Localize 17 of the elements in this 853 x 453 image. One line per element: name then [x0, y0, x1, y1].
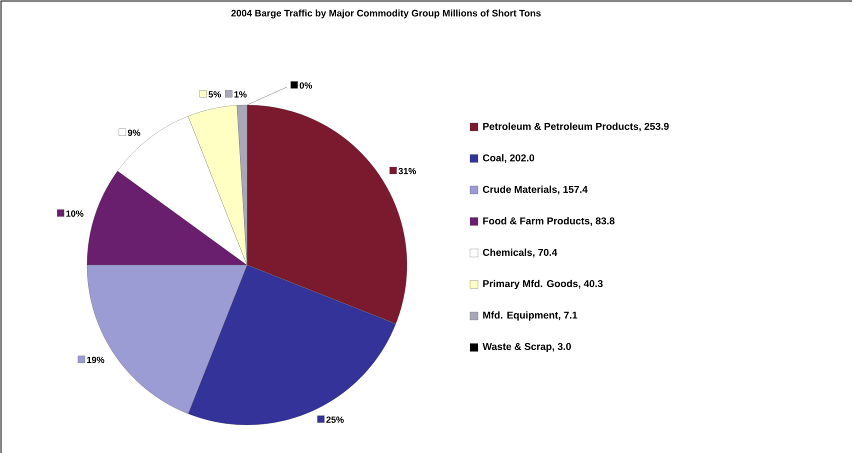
legend-label: Chemicals, 70.4 — [482, 248, 558, 258]
text: 0% — [300, 82, 312, 89]
data-label: 9% — [128, 130, 140, 136]
legend-label: Petroleum & Petroleum Products, 253.9 — [483, 122, 669, 132]
data-label: 25% — [326, 416, 344, 423]
data-label: 5% — [208, 91, 221, 98]
legend-label: Waste & Scrap, 3.0 — [482, 342, 571, 352]
legend-label: Mfd. Equipment, 7.1 — [483, 311, 578, 321]
data-label: 1% — [234, 91, 247, 98]
data-label: 31% — [398, 168, 416, 174]
legend-label: Crude Materials, 157.4 — [482, 186, 588, 194]
legend-label: Primary Mfd. Goods, 40.3 — [483, 280, 603, 290]
data-label: 10% — [66, 210, 84, 217]
data-label: 19% — [87, 356, 104, 364]
legend-label: Food & Farm Products, 83.8 — [483, 217, 615, 226]
chart-title: 2004 Barge Traffic by Major Commodity Group Millions of Short Tons — [231, 10, 541, 18]
legend-label: Coal, 202.0 — [482, 154, 534, 163]
